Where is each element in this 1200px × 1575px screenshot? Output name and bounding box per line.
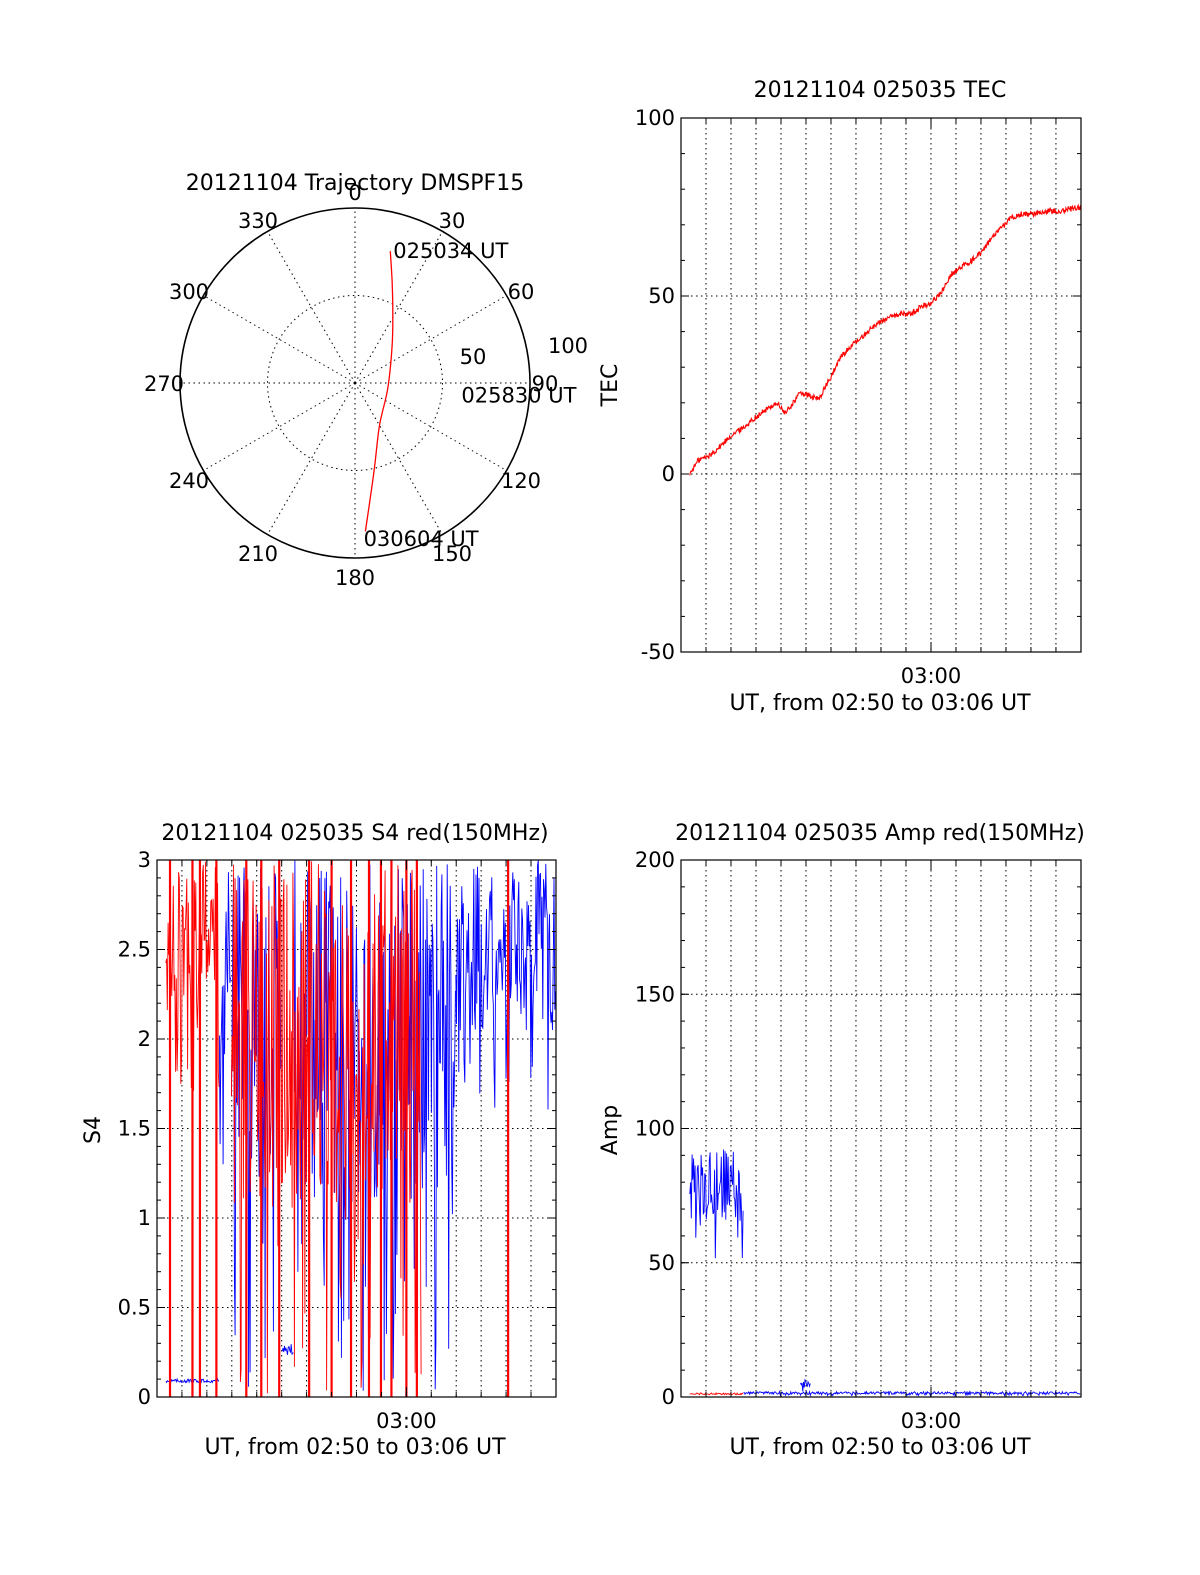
tec-xlabel: UT, from 02:50 to 03:06 UT [729, 691, 1031, 716]
polar-title: 20121104 Trajectory DMSPF15 [186, 171, 524, 196]
polar-azimuth-label: 90 [532, 372, 559, 396]
x-ticks: 03:00 [705, 860, 1057, 1433]
polar-azimuth-label: 300 [169, 280, 209, 304]
tec-chart: 20121104 025035 TEC TEC UT, from 02:50 t… [598, 78, 1082, 716]
x-ticks: 03:00 [181, 860, 532, 1433]
y-tick-label: 2.5 [118, 938, 151, 962]
polar-time-annotation: 030604 UT [364, 527, 479, 551]
blue-series [281, 1344, 294, 1355]
tec-title: 20121104 025035 TEC [754, 78, 1007, 103]
y-tick-label: 200 [635, 848, 675, 872]
x-tick-label: 03:00 [901, 664, 962, 688]
series-group [165, 860, 556, 1397]
y-tick-label: 3 [138, 848, 151, 872]
polar-outer-circle [179, 207, 531, 559]
red-series [689, 1392, 744, 1396]
polar-azimuth-label: 120 [501, 469, 541, 493]
polar-azimuth-label: 210 [238, 542, 278, 566]
y-tick-label: 1 [138, 1206, 151, 1230]
polar-radial-label: 50 [460, 345, 487, 369]
x-tick-label: 03:00 [376, 1409, 437, 1433]
polar-azimuth-label: 180 [335, 566, 375, 590]
y-ticks: -50 0 50 100 [635, 106, 1081, 664]
series-group [689, 1149, 1081, 1398]
series-group [689, 203, 1082, 476]
polar-spoke [203, 295, 356, 384]
y-tick-label: 1.5 [118, 1117, 151, 1141]
y-tick-label: 0 [138, 1385, 151, 1409]
polar-radial-labels: 50 100 [460, 334, 588, 369]
amp-xlabel: UT, from 02:50 to 03:06 UT [729, 1435, 1031, 1460]
polar-inner-circle [267, 295, 443, 471]
polar-spoke [203, 382, 356, 471]
y-ticks: 0 50 100 150 200 [635, 848, 1081, 1409]
grid-lines [681, 117, 1081, 653]
y-tick-label: 100 [635, 106, 675, 130]
x-ticks: 03:00 [705, 118, 1057, 688]
polar-time-annotation: 025034 UT [393, 239, 508, 263]
polar-grid [179, 207, 531, 559]
polar-time-annotations: 025034 UT 025830 UT 030604 UT [364, 239, 577, 551]
polar-azimuth-label: 240 [169, 469, 209, 493]
polar-azimuth-label: 0 [348, 181, 361, 205]
amp-ylabel: Amp [598, 1105, 623, 1155]
s4-ylabel: S4 [81, 1116, 106, 1144]
grid-lines [681, 859, 1081, 1398]
s4-xlabel: UT, from 02:50 to 03:06 UT [204, 1435, 506, 1460]
y-tick-label: 0.5 [118, 1296, 151, 1320]
tec-ylabel: TEC [598, 364, 623, 408]
blue-series [743, 1389, 1081, 1398]
polar-spoke [354, 295, 507, 384]
polar-azimuth-label: 150 [432, 542, 472, 566]
polar-azimuth-label: 270 [144, 372, 184, 396]
s4-title: 20121104 025035 S4 red(150MHz) [161, 821, 548, 846]
red-series [230, 861, 422, 1394]
polar-spoke [354, 231, 443, 384]
x-tick-label: 03:00 [901, 1409, 962, 1433]
y-tick-label: 50 [648, 1251, 675, 1275]
blue-series [293, 860, 456, 1391]
s4-chart: 20121104 025035 S4 red(150MHz) S4 UT, fr… [81, 821, 557, 1460]
y-ticks: 0 0.5 1 1.5 2 2.5 3 [118, 848, 556, 1409]
blue-series [689, 1149, 744, 1259]
polar-spoke [267, 382, 356, 535]
polar-spoke [354, 382, 507, 471]
blue-series [800, 1378, 811, 1392]
polar-spoke [267, 231, 356, 384]
blue-series [455, 860, 556, 1110]
amp-chart: 20121104 025035 Amp red(150MHz) Amp UT, … [598, 821, 1085, 1460]
polar-azimuth-label: 30 [439, 209, 466, 233]
polar-radial-label: 100 [548, 334, 588, 358]
y-tick-label: 0 [662, 1385, 675, 1409]
polar-trajectory-series [364, 251, 394, 532]
amp-title: 20121104 025035 Amp red(150MHz) [675, 821, 1085, 846]
y-tick-label: 0 [662, 462, 675, 486]
y-tick-label: 150 [635, 982, 675, 1006]
polar-trajectory-line [364, 251, 394, 532]
blue-series [218, 872, 232, 1165]
y-tick-label: 100 [635, 1117, 675, 1141]
y-tick-label: 50 [648, 284, 675, 308]
y-tick-label: -50 [641, 640, 675, 664]
trajectory-polar-chart: 20121104 Trajectory DMSPF15 0 30 60 90 120 15… [144, 171, 588, 590]
polar-azimuth-label: 330 [238, 209, 278, 233]
red-series [689, 203, 1082, 476]
polar-spoke [354, 382, 443, 535]
polar-time-annotation: 025830 UT [461, 384, 576, 408]
polar-azimuth-labels: 0 30 60 90 120 150 180 210 240 270 300 330 [144, 181, 558, 590]
polar-azimuth-label: 60 [508, 280, 535, 304]
y-tick-label: 2 [138, 1027, 151, 1051]
